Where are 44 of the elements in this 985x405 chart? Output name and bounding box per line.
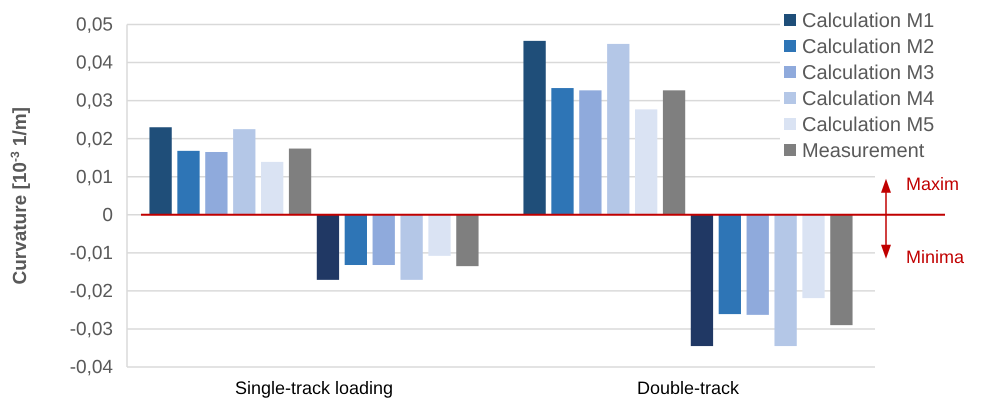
bar [635,109,658,215]
bar [802,214,825,298]
y-tick-label: 0,05 [76,14,113,36]
legend-label: Calculation M5 [802,114,934,136]
bar [372,214,395,266]
bar [718,214,741,314]
bar [177,150,200,215]
bar [233,129,256,215]
bar [400,214,423,280]
legend-label: Calculation M2 [802,36,934,58]
bar [456,214,479,266]
bar [662,90,686,215]
bar [288,148,312,215]
text: Maxim [906,174,959,194]
y-tick-label: -0,04 [70,357,114,378]
y-tick-label: 0,01 [76,166,113,188]
legend-label: Measurement [802,140,925,162]
y-tick-label: -0,01 [70,242,113,264]
y-tick-label: 0,03 [76,90,113,112]
bar [774,214,797,346]
y-tick-label: 0,02 [76,128,113,150]
legend-label: Calculation M3 [802,62,934,84]
bar [746,214,769,315]
bar [607,44,630,215]
bar [579,90,602,215]
bar [344,214,367,266]
bar [205,152,228,215]
bar [428,214,451,256]
y-tick-label: 0,04 [76,52,114,74]
x-tick-label: Single-track loading [234,378,394,398]
bar [261,162,284,215]
bar [316,214,340,280]
y-tick-label: 0 [102,204,113,226]
x-tick-label: Double-track [636,378,740,398]
legend-label: Calculation M4 [802,88,934,110]
bar [551,88,574,215]
y-tick-label: -0,03 [70,319,113,340]
legend-label: Calculation M1 [802,10,934,32]
y-tick-label: -0,02 [70,280,113,302]
text: Minima [906,246,965,267]
bar [523,40,546,215]
bar [149,127,172,215]
bar [830,214,853,326]
bar [690,214,714,346]
